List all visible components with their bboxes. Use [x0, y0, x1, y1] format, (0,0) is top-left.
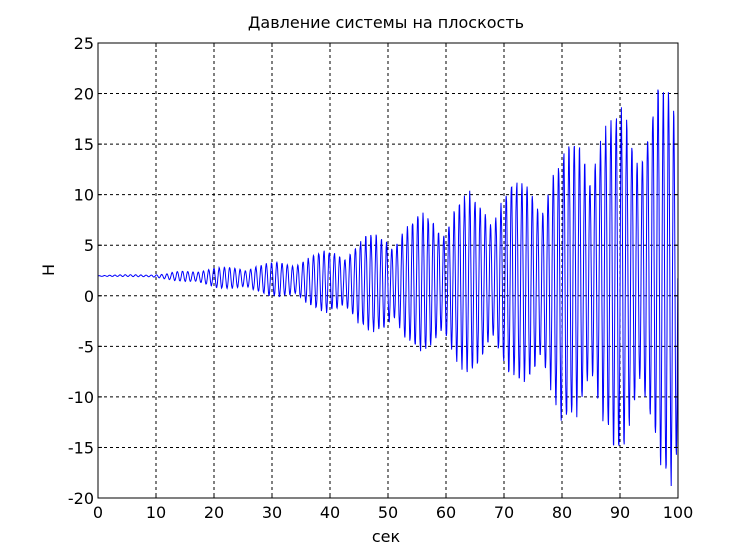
y-tick-label: -5 [78, 337, 94, 356]
y-tick-label: 0 [84, 287, 94, 306]
x-tick-label: 80 [552, 503, 572, 522]
series-line [97, 89, 679, 487]
y-tick-label: 20 [74, 85, 94, 104]
x-tick-label: 10 [146, 503, 166, 522]
y-tick-label: 5 [84, 236, 94, 255]
x-tick-label: 100 [663, 503, 694, 522]
y-tick-label: -20 [68, 489, 94, 508]
x-tick-label: 60 [436, 503, 456, 522]
y-axis-label: Н [39, 264, 58, 276]
axis-ticks: 0 10 20 30 40 50 60 70 80 90 100 -20 -15 -10 -5 0 5 10 15 2… [68, 34, 693, 522]
chart-title: Давление системы на плоскость [248, 13, 524, 32]
y-tick-label: 15 [74, 135, 94, 154]
x-tick-label: 40 [320, 503, 340, 522]
y-tick-label: -10 [68, 388, 94, 407]
x-axis-label: сек [372, 527, 401, 546]
y-tick-label: -15 [68, 438, 94, 457]
y-tick-label: 25 [74, 34, 94, 53]
x-tick-label: 50 [378, 503, 398, 522]
x-tick-label: 0 [93, 503, 103, 522]
x-tick-label: 90 [610, 503, 630, 522]
x-tick-label: 20 [204, 503, 224, 522]
x-tick-label: 30 [262, 503, 282, 522]
y-tick-label: 10 [74, 186, 94, 205]
x-tick-label: 70 [494, 503, 514, 522]
